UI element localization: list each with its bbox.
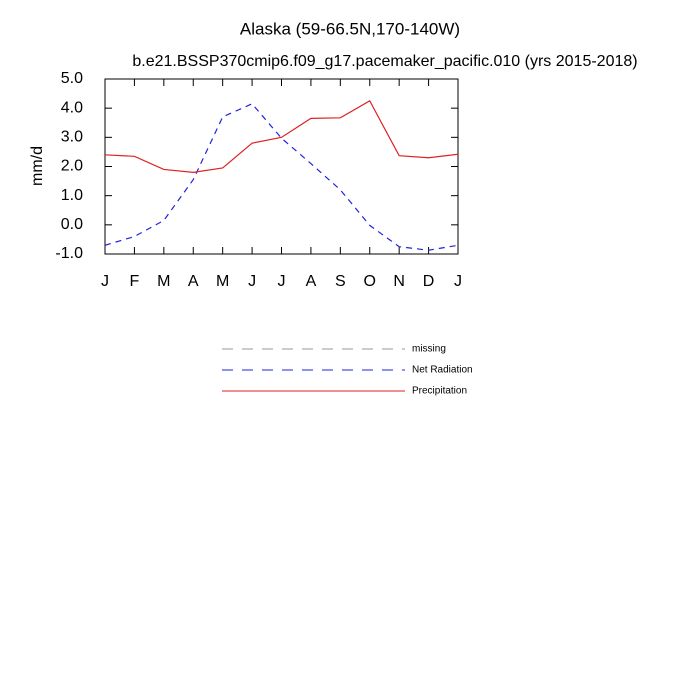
x-tick-label: J [278, 273, 286, 290]
chart-subtitle: b.e21.BSSP370cmip6.f09_g17.pacemaker_pac… [132, 53, 637, 70]
x-tick-label: J [454, 273, 462, 290]
x-tick-label: D [423, 273, 435, 290]
x-tick-label: J [101, 273, 109, 290]
y-tick-label: 4.0 [61, 99, 83, 116]
legend-label: Net Radiation [412, 365, 473, 376]
y-tick-label: 3.0 [61, 129, 83, 146]
y-tick-label: 1.0 [61, 187, 83, 204]
x-tick-label: S [335, 273, 346, 290]
x-tick-label: O [364, 273, 376, 290]
y-tick-label: -1.0 [55, 245, 83, 262]
y-axis-label: mm/d [29, 146, 46, 186]
legend-label: Precipitation [412, 386, 467, 397]
x-tick-label: M [216, 273, 229, 290]
x-tick-label: N [393, 273, 405, 290]
y-tick-label: 2.0 [61, 158, 83, 175]
chart-title: Alaska (59-66.5N,170-140W) [240, 19, 460, 38]
legend-label: missing [412, 344, 446, 355]
data-line [104, 100, 459, 173]
x-tick-label: A [306, 273, 317, 290]
x-tick-label: A [188, 273, 199, 290]
y-tick-label: 5.0 [61, 70, 83, 87]
x-tick-label: F [130, 273, 140, 290]
x-tick-label: M [157, 273, 170, 290]
data-line [104, 103, 459, 251]
y-tick-label: 0.0 [61, 216, 83, 233]
x-tick-label: J [248, 273, 256, 290]
